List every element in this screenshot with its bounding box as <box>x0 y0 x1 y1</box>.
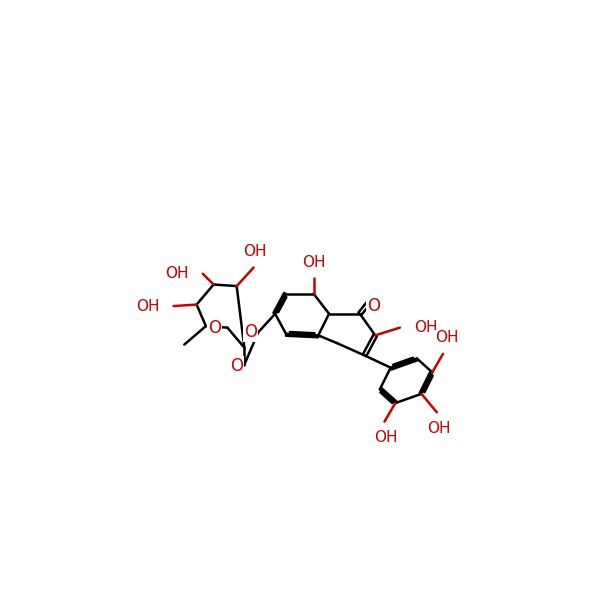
Text: OH: OH <box>374 430 398 445</box>
Text: O: O <box>367 297 380 315</box>
Text: OH: OH <box>427 421 450 436</box>
Text: O: O <box>244 323 257 341</box>
Text: OH: OH <box>435 331 458 346</box>
Text: OH: OH <box>414 320 437 335</box>
Text: O: O <box>208 319 221 337</box>
Text: OH: OH <box>244 244 267 259</box>
Text: OH: OH <box>302 255 325 270</box>
Text: OH: OH <box>166 266 189 281</box>
Text: O: O <box>230 357 243 375</box>
Text: OH: OH <box>136 299 160 314</box>
